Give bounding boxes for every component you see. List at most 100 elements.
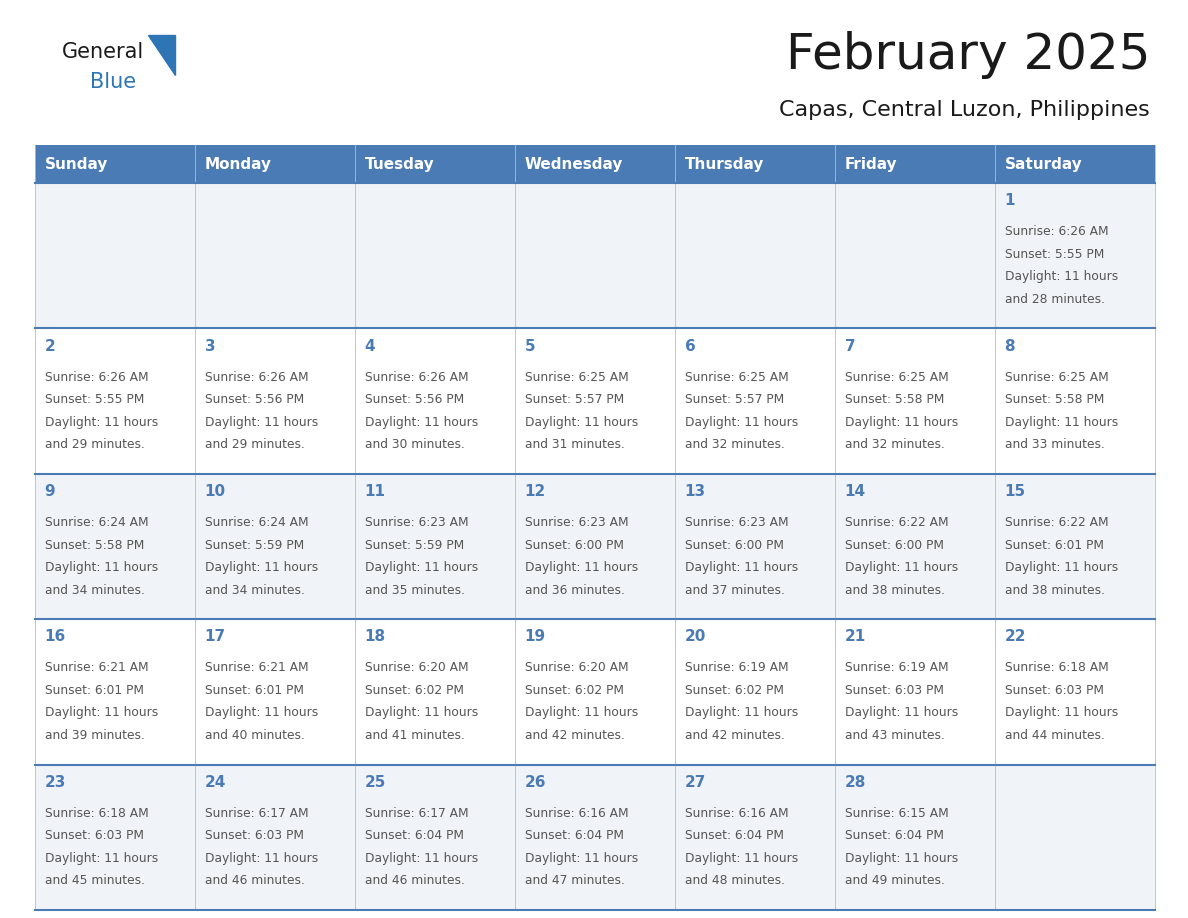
Text: and 33 minutes.: and 33 minutes.: [1005, 438, 1105, 451]
Text: Sunrise: 6:21 AM: Sunrise: 6:21 AM: [204, 661, 308, 675]
Text: and 44 minutes.: and 44 minutes.: [1005, 729, 1105, 742]
Text: 22: 22: [1005, 630, 1026, 644]
Text: 26: 26: [525, 775, 546, 789]
Text: and 32 minutes.: and 32 minutes.: [845, 438, 944, 451]
Text: 4: 4: [365, 339, 375, 353]
Text: Sunrise: 6:22 AM: Sunrise: 6:22 AM: [1005, 516, 1108, 529]
Text: Sunrise: 6:22 AM: Sunrise: 6:22 AM: [845, 516, 948, 529]
Text: Daylight: 11 hours: Daylight: 11 hours: [45, 561, 158, 574]
Text: Sunrise: 6:24 AM: Sunrise: 6:24 AM: [45, 516, 148, 529]
Text: 11: 11: [365, 484, 386, 499]
Text: 8: 8: [1005, 339, 1016, 353]
Text: Sunset: 5:55 PM: Sunset: 5:55 PM: [1005, 248, 1104, 261]
Text: Sunset: 6:01 PM: Sunset: 6:01 PM: [1005, 539, 1104, 552]
Text: Sunset: 6:04 PM: Sunset: 6:04 PM: [845, 829, 943, 843]
Text: and 41 minutes.: and 41 minutes.: [365, 729, 465, 742]
Text: 23: 23: [45, 775, 67, 789]
Text: Sunrise: 6:26 AM: Sunrise: 6:26 AM: [1005, 225, 1108, 238]
Text: Daylight: 11 hours: Daylight: 11 hours: [365, 707, 478, 720]
Text: and 47 minutes.: and 47 minutes.: [525, 874, 625, 888]
Text: Daylight: 11 hours: Daylight: 11 hours: [365, 416, 478, 429]
Text: Sunrise: 6:23 AM: Sunrise: 6:23 AM: [525, 516, 628, 529]
Text: Sunrise: 6:16 AM: Sunrise: 6:16 AM: [684, 807, 788, 820]
Text: Sunrise: 6:18 AM: Sunrise: 6:18 AM: [1005, 661, 1108, 675]
Text: Daylight: 11 hours: Daylight: 11 hours: [1005, 561, 1118, 574]
Text: Daylight: 11 hours: Daylight: 11 hours: [684, 416, 798, 429]
Text: 12: 12: [525, 484, 545, 499]
Text: Sunset: 6:03 PM: Sunset: 6:03 PM: [45, 829, 144, 843]
Text: 28: 28: [845, 775, 866, 789]
Text: Blue: Blue: [90, 72, 137, 92]
Text: Daylight: 11 hours: Daylight: 11 hours: [684, 852, 798, 865]
Text: Sunrise: 6:24 AM: Sunrise: 6:24 AM: [204, 516, 308, 529]
Text: Daylight: 11 hours: Daylight: 11 hours: [204, 416, 318, 429]
Text: and 45 minutes.: and 45 minutes.: [45, 874, 145, 888]
Text: Sunrise: 6:17 AM: Sunrise: 6:17 AM: [204, 807, 308, 820]
Text: and 42 minutes.: and 42 minutes.: [525, 729, 625, 742]
Text: Sunrise: 6:26 AM: Sunrise: 6:26 AM: [45, 371, 148, 384]
Text: Sunrise: 6:18 AM: Sunrise: 6:18 AM: [45, 807, 148, 820]
Text: Daylight: 11 hours: Daylight: 11 hours: [525, 707, 638, 720]
Text: Sunset: 5:58 PM: Sunset: 5:58 PM: [1005, 393, 1104, 406]
Text: Sunrise: 6:25 AM: Sunrise: 6:25 AM: [525, 371, 628, 384]
Text: Sunset: 6:03 PM: Sunset: 6:03 PM: [204, 829, 304, 843]
Text: 3: 3: [204, 339, 215, 353]
Text: and 29 minutes.: and 29 minutes.: [45, 438, 145, 451]
Text: Daylight: 11 hours: Daylight: 11 hours: [1005, 270, 1118, 284]
Text: 19: 19: [525, 630, 545, 644]
Text: Sunset: 5:55 PM: Sunset: 5:55 PM: [45, 393, 144, 406]
Text: 10: 10: [204, 484, 226, 499]
Text: and 31 minutes.: and 31 minutes.: [525, 438, 625, 451]
Text: Sunrise: 6:20 AM: Sunrise: 6:20 AM: [525, 661, 628, 675]
Text: 13: 13: [684, 484, 706, 499]
Text: Sunset: 6:02 PM: Sunset: 6:02 PM: [365, 684, 463, 697]
Text: Sunset: 5:57 PM: Sunset: 5:57 PM: [684, 393, 784, 406]
Text: and 49 minutes.: and 49 minutes.: [845, 874, 944, 888]
Text: 14: 14: [845, 484, 866, 499]
Text: Daylight: 11 hours: Daylight: 11 hours: [525, 852, 638, 865]
Text: Sunrise: 6:15 AM: Sunrise: 6:15 AM: [845, 807, 948, 820]
Text: and 30 minutes.: and 30 minutes.: [365, 438, 465, 451]
Text: Daylight: 11 hours: Daylight: 11 hours: [845, 416, 958, 429]
Text: Daylight: 11 hours: Daylight: 11 hours: [204, 561, 318, 574]
Text: and 35 minutes.: and 35 minutes.: [365, 584, 465, 597]
Text: Daylight: 11 hours: Daylight: 11 hours: [1005, 416, 1118, 429]
Text: 9: 9: [45, 484, 55, 499]
Text: Daylight: 11 hours: Daylight: 11 hours: [525, 416, 638, 429]
Text: Sunset: 5:58 PM: Sunset: 5:58 PM: [45, 539, 144, 552]
Text: 25: 25: [365, 775, 386, 789]
Text: 7: 7: [845, 339, 855, 353]
Text: Daylight: 11 hours: Daylight: 11 hours: [45, 416, 158, 429]
Text: and 43 minutes.: and 43 minutes.: [845, 729, 944, 742]
Bar: [34, 145, 1155, 183]
Text: 5: 5: [525, 339, 536, 353]
Text: Daylight: 11 hours: Daylight: 11 hours: [365, 561, 478, 574]
Text: 21: 21: [845, 630, 866, 644]
Text: Sunset: 5:59 PM: Sunset: 5:59 PM: [204, 539, 304, 552]
Text: Daylight: 11 hours: Daylight: 11 hours: [845, 852, 958, 865]
Text: Daylight: 11 hours: Daylight: 11 hours: [525, 561, 638, 574]
Text: and 39 minutes.: and 39 minutes.: [45, 729, 145, 742]
Bar: [34, 765, 1155, 910]
Text: Sunset: 5:59 PM: Sunset: 5:59 PM: [365, 539, 463, 552]
Text: Thursday: Thursday: [684, 156, 764, 172]
Text: and 36 minutes.: and 36 minutes.: [525, 584, 625, 597]
Text: Sunset: 5:58 PM: Sunset: 5:58 PM: [845, 393, 944, 406]
Text: General: General: [62, 42, 144, 62]
Text: Sunset: 6:02 PM: Sunset: 6:02 PM: [525, 684, 624, 697]
Text: Sunrise: 6:23 AM: Sunrise: 6:23 AM: [684, 516, 788, 529]
Text: Sunset: 6:01 PM: Sunset: 6:01 PM: [45, 684, 144, 697]
Text: and 28 minutes.: and 28 minutes.: [1005, 293, 1105, 306]
Text: 20: 20: [684, 630, 706, 644]
Text: Sunrise: 6:26 AM: Sunrise: 6:26 AM: [365, 371, 468, 384]
Text: 15: 15: [1005, 484, 1025, 499]
Text: Sunset: 6:02 PM: Sunset: 6:02 PM: [684, 684, 784, 697]
Text: and 29 minutes.: and 29 minutes.: [204, 438, 304, 451]
Text: Capas, Central Luzon, Philippines: Capas, Central Luzon, Philippines: [779, 100, 1150, 120]
Text: Sunday: Sunday: [45, 156, 108, 172]
Text: and 42 minutes.: and 42 minutes.: [684, 729, 784, 742]
Text: Sunrise: 6:19 AM: Sunrise: 6:19 AM: [684, 661, 788, 675]
Text: and 40 minutes.: and 40 minutes.: [204, 729, 304, 742]
Text: Sunset: 6:00 PM: Sunset: 6:00 PM: [684, 539, 784, 552]
Text: and 46 minutes.: and 46 minutes.: [204, 874, 304, 888]
